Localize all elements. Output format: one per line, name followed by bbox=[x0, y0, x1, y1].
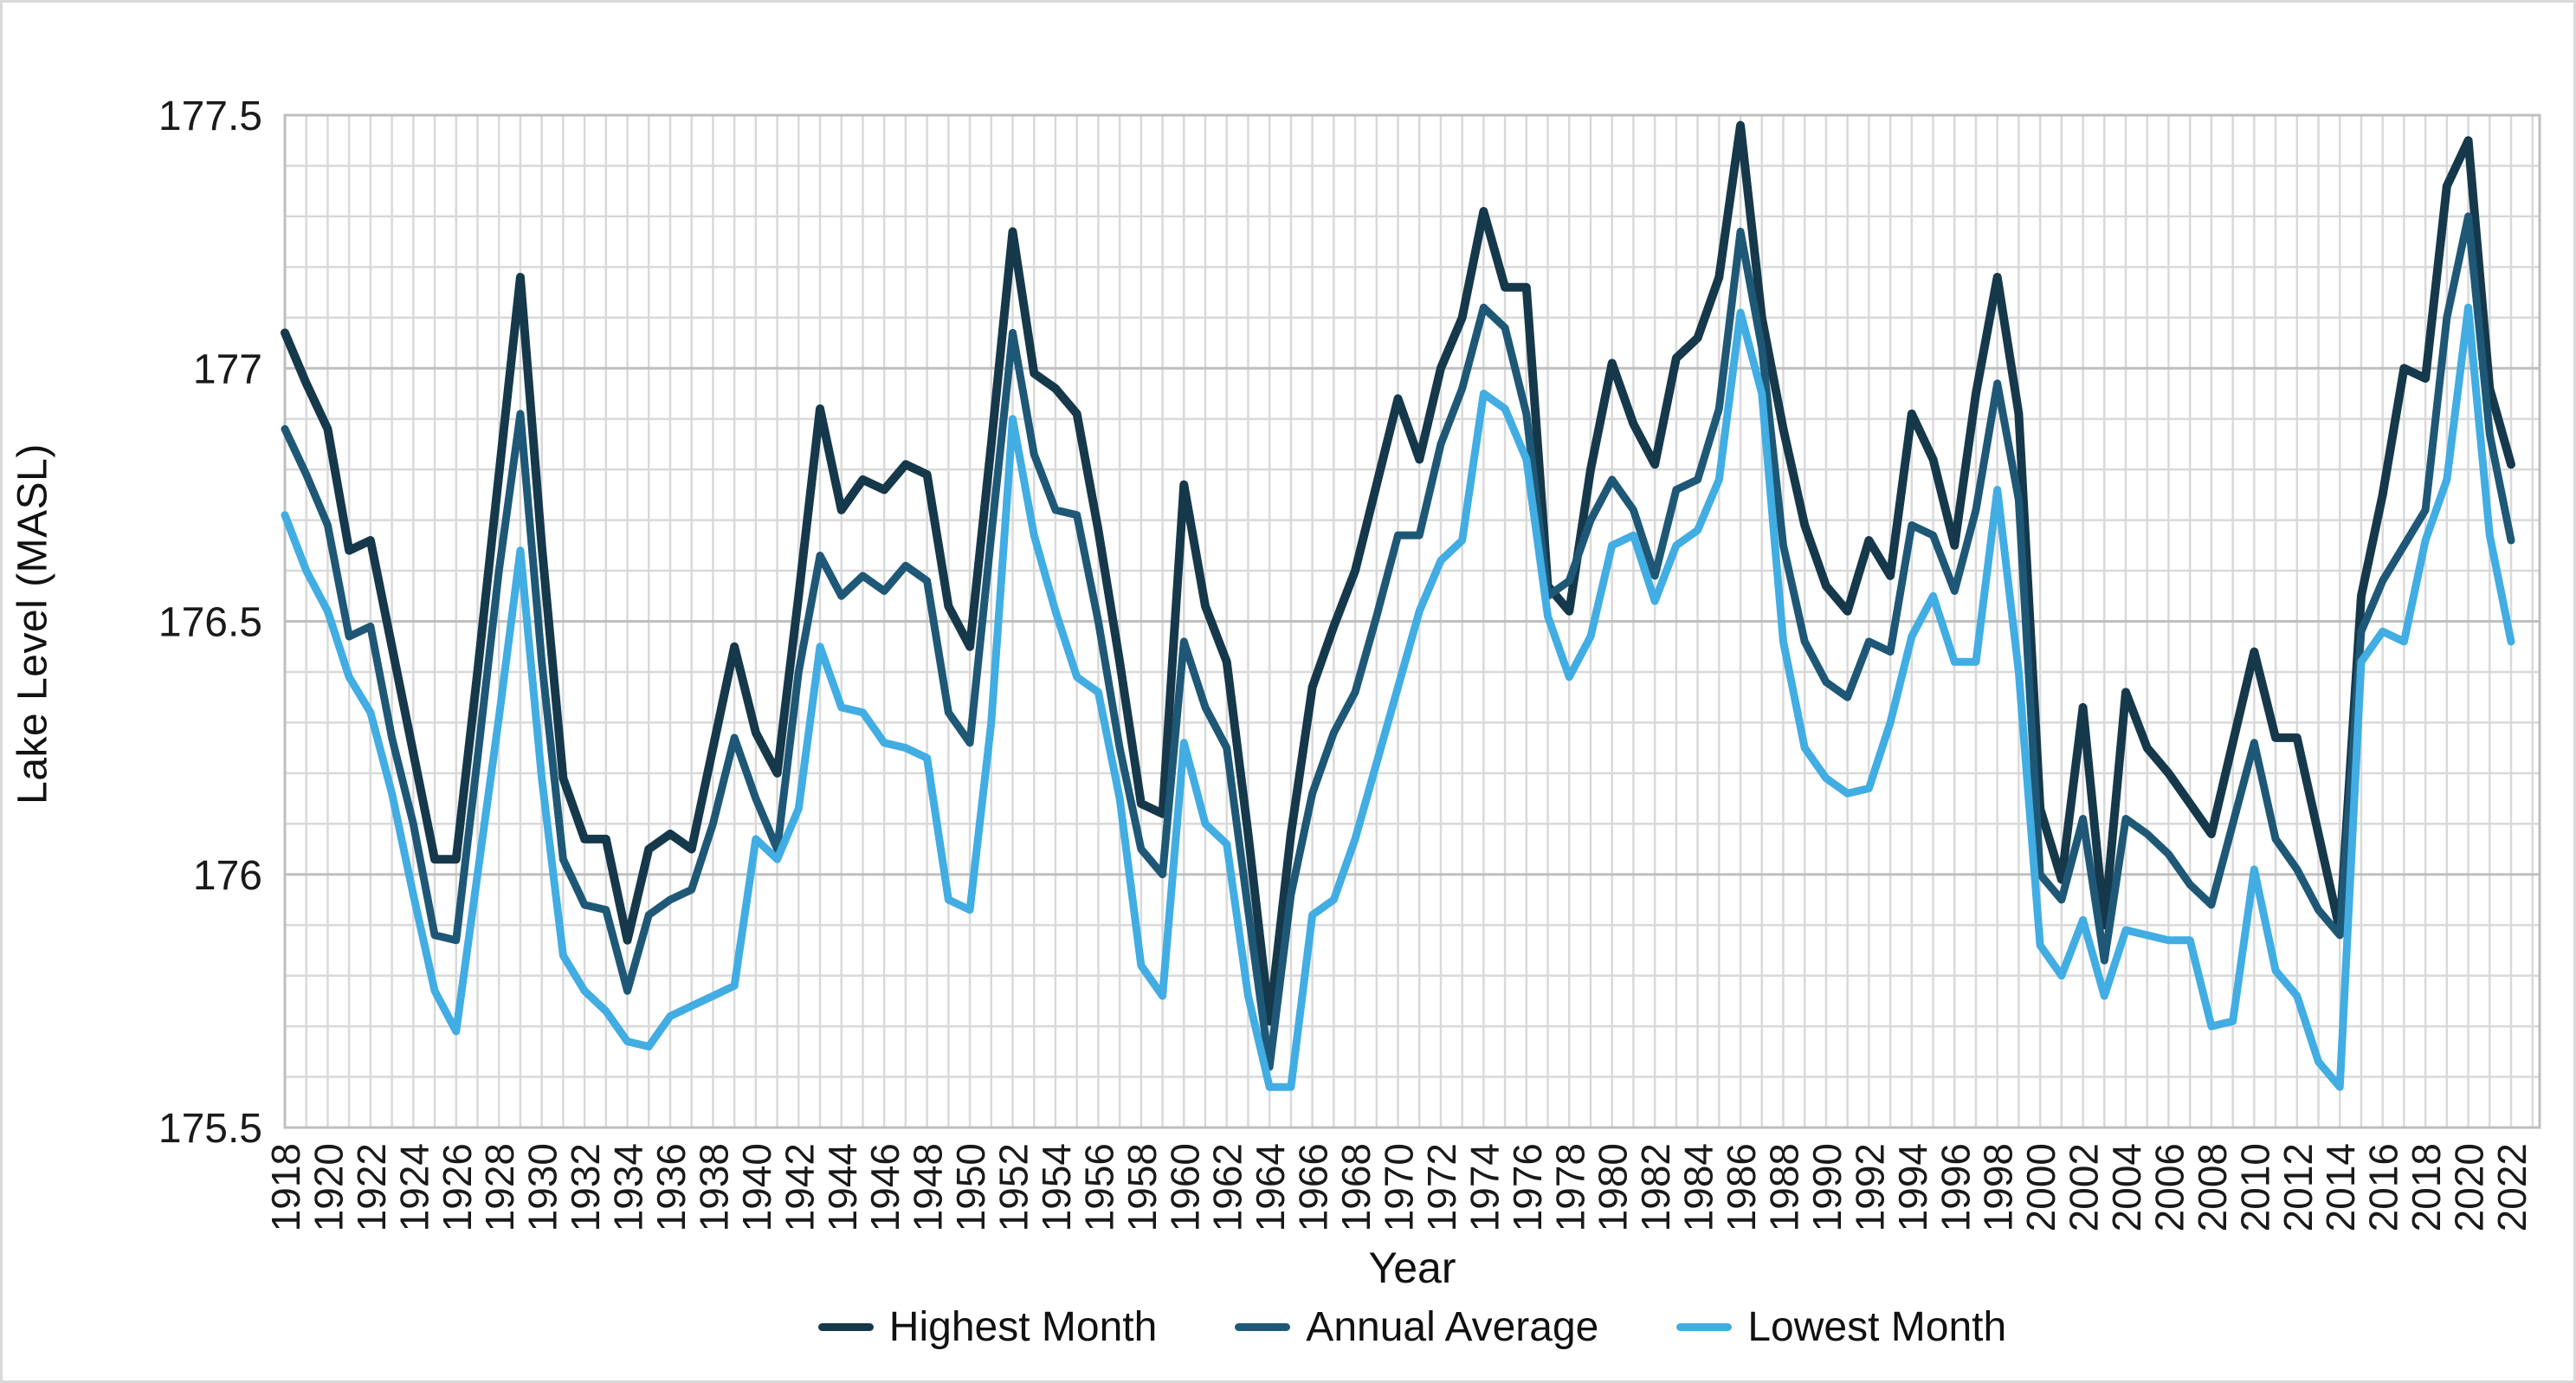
x-tick-label: 1940 bbox=[734, 1143, 779, 1231]
series-line-annual-average bbox=[281, 212, 2515, 1071]
x-tick-label: 1960 bbox=[1162, 1143, 1207, 1231]
x-tick-label: 2020 bbox=[2447, 1143, 2492, 1231]
x-tick-label: 1996 bbox=[1933, 1143, 1978, 1231]
x-tick-label: 1974 bbox=[1462, 1143, 1507, 1231]
y-tick-label: 176.5 bbox=[158, 600, 262, 646]
plot-border bbox=[283, 113, 2541, 1129]
x-tick-label: 2018 bbox=[2404, 1143, 2449, 1231]
x-tick-label: 1954 bbox=[1034, 1143, 1079, 1231]
x-tick-label: 1928 bbox=[477, 1143, 522, 1231]
x-tick-label: 2008 bbox=[2190, 1143, 2235, 1231]
x-tick-label: 1964 bbox=[1248, 1143, 1293, 1231]
x-tick-label: 1948 bbox=[906, 1143, 951, 1231]
legend-label-lowest-month: Lowest Month bbox=[1747, 1304, 2007, 1350]
x-tick-label: 1934 bbox=[606, 1143, 651, 1231]
x-tick-label: 1980 bbox=[1591, 1143, 1636, 1231]
legend-item-lowest-month: Lowest Month bbox=[1676, 1303, 2006, 1351]
x-tick-label: 1932 bbox=[563, 1143, 608, 1231]
x-tick-label: 1936 bbox=[649, 1143, 694, 1231]
plot-area: 177.5177176.5176175.51918192019221924192… bbox=[158, 94, 2541, 1231]
x-tick-label: 1924 bbox=[391, 1143, 436, 1231]
x-tick-label: 1938 bbox=[691, 1143, 736, 1231]
legend-label-annual-average: Annual Average bbox=[1306, 1304, 1599, 1350]
x-tick-label: 2004 bbox=[2104, 1143, 2149, 1231]
x-tick-label: 1958 bbox=[1120, 1143, 1165, 1231]
y-tick-label: 177 bbox=[193, 346, 262, 392]
x-tick-label: 1918 bbox=[263, 1143, 308, 1231]
x-tick-label: 2016 bbox=[2361, 1143, 2406, 1231]
x-tick-label: 1962 bbox=[1205, 1143, 1250, 1231]
x-tick-label: 1944 bbox=[820, 1143, 865, 1231]
x-tick-label: 1986 bbox=[1719, 1143, 1764, 1231]
x-tick-label: 1968 bbox=[1333, 1143, 1378, 1231]
highest-month-line-swatch bbox=[817, 1323, 874, 1331]
y-tick-label: 175.5 bbox=[158, 1106, 262, 1152]
legend-item-annual-average: Annual Average bbox=[1235, 1303, 1598, 1351]
x-tick-label: 2010 bbox=[2232, 1143, 2277, 1231]
x-axis-title: Year bbox=[1368, 1244, 1456, 1292]
x-tick-label: 1952 bbox=[991, 1143, 1036, 1231]
x-tick-label: 2006 bbox=[2147, 1143, 2192, 1231]
y-tick-label: 176 bbox=[193, 853, 262, 899]
x-tick-label: 1942 bbox=[777, 1143, 822, 1231]
annual-average-line-swatch bbox=[1235, 1323, 1291, 1331]
x-tick-label: 1966 bbox=[1291, 1143, 1336, 1231]
series-line-lowest-month bbox=[281, 303, 2515, 1091]
x-tick-label: 1976 bbox=[1505, 1143, 1550, 1231]
x-tick-label: 2000 bbox=[2018, 1143, 2063, 1231]
x-tick-label: 1950 bbox=[948, 1143, 993, 1231]
x-tick-label: 1978 bbox=[1547, 1143, 1592, 1231]
x-tick-label: 1994 bbox=[1890, 1143, 1935, 1231]
x-tick-label: 2014 bbox=[2318, 1143, 2363, 1231]
x-tick-label: 1990 bbox=[1804, 1143, 1850, 1231]
x-tick-label: 1998 bbox=[1976, 1143, 2021, 1231]
x-tick-label: 1988 bbox=[1761, 1143, 1806, 1231]
x-tick-label: 1956 bbox=[1076, 1143, 1121, 1231]
x-tick-label: 1946 bbox=[862, 1143, 907, 1231]
y-axis-title: Lake Level (MASL) bbox=[10, 443, 56, 805]
x-tick-label: 1930 bbox=[520, 1143, 565, 1231]
x-tick-label: 2022 bbox=[2489, 1143, 2534, 1231]
legend-label-highest-month: Highest Month bbox=[888, 1304, 1158, 1350]
lowest-month-line-swatch bbox=[1676, 1323, 1733, 1331]
x-tick-label: 1972 bbox=[1419, 1143, 1464, 1231]
x-tick-label: 1984 bbox=[1676, 1143, 1721, 1231]
x-tick-label: 1970 bbox=[1377, 1143, 1422, 1231]
x-tick-label: 1920 bbox=[306, 1143, 351, 1231]
x-tick-label: 1922 bbox=[349, 1143, 394, 1231]
y-tick-label: 177.5 bbox=[158, 94, 262, 139]
x-tick-label: 1926 bbox=[435, 1143, 480, 1231]
x-tick-label: 1982 bbox=[1633, 1143, 1678, 1231]
x-tick-label: 2002 bbox=[2062, 1143, 2107, 1231]
x-tick-label: 2012 bbox=[2276, 1143, 2321, 1231]
legend: Highest Month Annual Average Lowest Mont… bbox=[285, 1303, 2540, 1351]
legend-item-highest-month: Highest Month bbox=[817, 1303, 1158, 1351]
series-line-highest-month bbox=[281, 120, 2516, 1026]
x-tick-label: 1992 bbox=[1847, 1143, 1892, 1231]
